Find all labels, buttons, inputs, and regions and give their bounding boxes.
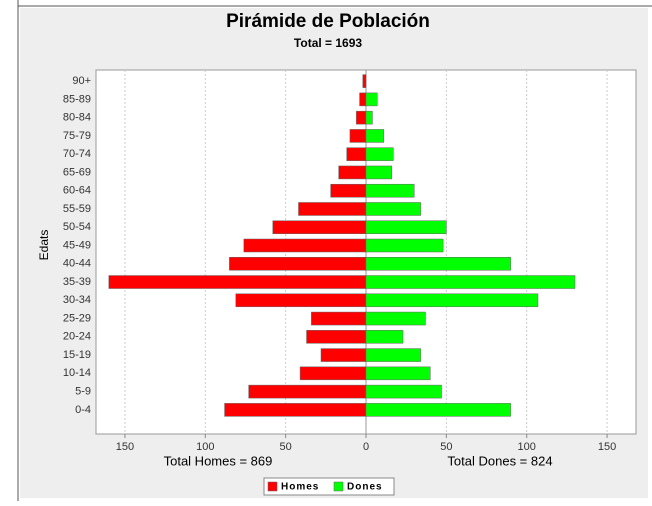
- bar: [365, 257, 511, 271]
- bar: [320, 348, 367, 362]
- y-tick-label: 65-69: [63, 166, 91, 178]
- y-tick-label: 0-4: [75, 404, 91, 416]
- bar: [365, 238, 444, 253]
- legend-swatch: [267, 481, 278, 492]
- legend: [263, 477, 395, 496]
- y-tick-label: 75-79: [63, 130, 91, 142]
- bar: [365, 129, 384, 143]
- chart-subtitle: Total = 1693: [294, 36, 362, 50]
- bar: [365, 183, 415, 198]
- y-tick-label: 70-74: [63, 148, 91, 160]
- bar: [365, 202, 421, 216]
- bar: [365, 165, 392, 180]
- bar: [108, 275, 367, 289]
- chart-title: Pirámide de Población: [226, 11, 430, 32]
- y-tick-label: 25-29: [63, 312, 91, 324]
- x-tick-label: 150: [598, 441, 616, 453]
- bar: [298, 202, 367, 216]
- y-tick-label: 15-19: [63, 349, 91, 361]
- y-tick-label: 85-89: [63, 93, 91, 105]
- legend-label: Homes: [281, 482, 319, 493]
- bar: [330, 183, 367, 198]
- bar: [359, 92, 367, 107]
- bar: [365, 384, 442, 399]
- y-tick-label: 50-54: [63, 221, 91, 233]
- x-tick-label: 100: [196, 441, 214, 453]
- bar: [338, 165, 367, 180]
- bar: [306, 330, 367, 344]
- annotation: Total Homes = 869: [164, 453, 273, 468]
- x-tick-label: 150: [116, 441, 134, 453]
- legend-swatch: [333, 481, 344, 492]
- bar: [365, 293, 539, 308]
- legend-label: Dones: [347, 482, 383, 493]
- y-tick-label: 35-39: [63, 276, 91, 288]
- bar: [362, 74, 367, 88]
- y-tick-label: 10-14: [63, 367, 91, 379]
- bar: [365, 275, 576, 289]
- bar: [365, 311, 426, 326]
- bar: [349, 129, 367, 143]
- y-tick-label: 60-64: [63, 185, 91, 197]
- annotation: Total Dones = 824: [447, 453, 552, 468]
- bar: [365, 220, 447, 234]
- bar: [224, 403, 367, 417]
- y-tick-label: 45-49: [63, 239, 91, 251]
- bar: [235, 293, 367, 308]
- x-tick-label: 100: [518, 441, 536, 453]
- bar: [346, 147, 367, 161]
- bar: [356, 110, 367, 125]
- bar: [272, 220, 367, 234]
- y-tick-label: 30-34: [63, 294, 91, 306]
- y-tick-label: 40-44: [63, 258, 91, 270]
- bar: [365, 110, 373, 125]
- y-axis-label: Edats: [37, 230, 51, 261]
- y-tick-label: 55-59: [63, 203, 91, 215]
- x-tick-label: 0: [363, 441, 369, 453]
- bar: [365, 92, 378, 107]
- bar: [299, 366, 367, 381]
- bar: [365, 147, 394, 161]
- bar: [365, 348, 421, 362]
- y-tick-label: 5-9: [75, 386, 91, 398]
- x-tick-label: 50: [440, 441, 452, 453]
- bar: [311, 311, 367, 326]
- bar: [365, 403, 511, 417]
- bar: [229, 257, 367, 271]
- y-tick-label: 90+: [72, 75, 91, 87]
- bar: [243, 238, 367, 253]
- y-tick-label: 80-84: [63, 112, 91, 124]
- bar: [365, 366, 431, 381]
- bar: [248, 384, 367, 399]
- x-tick-label: 50: [280, 441, 292, 453]
- y-tick-label: 20-24: [63, 331, 91, 343]
- bar: [365, 330, 404, 344]
